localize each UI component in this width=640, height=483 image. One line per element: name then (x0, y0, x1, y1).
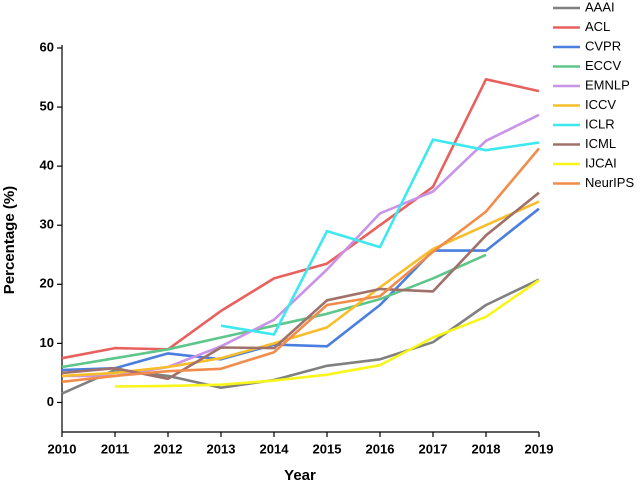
series-line (61, 207, 540, 372)
y-tick-label: 10 (40, 335, 54, 350)
y-tick-label: 50 (40, 99, 54, 114)
x-tick-label: 2017 (419, 441, 448, 456)
series-line (61, 253, 487, 369)
series-line (61, 147, 540, 384)
x-tick-label: 2019 (525, 441, 554, 456)
x-tick-label: 2013 (207, 441, 236, 456)
x-tick-label: 2016 (366, 441, 395, 456)
x-tick-label: 2018 (472, 441, 501, 456)
series-line (114, 279, 540, 388)
series-line (62, 113, 540, 378)
legend-label: EMNLP (585, 77, 630, 92)
y-tick-label: 0 (47, 394, 54, 409)
x-tick-label: 2014 (260, 441, 290, 456)
y-tick-label: 30 (40, 217, 54, 232)
x-tick-label: 2015 (313, 441, 342, 456)
x-tick-label: 2010 (48, 441, 77, 456)
legend-label: ECCV (585, 58, 621, 73)
legend-label: ACL (585, 19, 610, 34)
legend-label: AAAI (585, 0, 615, 14)
legend-label: IJCAI (585, 155, 617, 170)
y-axis-title: Percentage (%) (1, 186, 18, 294)
legend-label: CVPR (585, 38, 621, 53)
y-tick-label: 20 (40, 276, 54, 291)
x-tick-label: 2011 (101, 441, 129, 456)
y-tick-label: 40 (40, 158, 54, 173)
series-line (61, 78, 540, 360)
legend-label: ICML (585, 136, 616, 151)
x-tick-label: 2012 (154, 441, 183, 456)
x-axis-title: Year (284, 467, 316, 483)
legend-label: ICLR (585, 116, 615, 131)
y-tick-label: 60 (40, 39, 54, 54)
series-line (220, 138, 540, 336)
series-line (61, 191, 540, 381)
series-line (61, 200, 540, 378)
legend-label: NeurIPS (585, 175, 634, 190)
legend-label: ICCV (585, 97, 616, 112)
